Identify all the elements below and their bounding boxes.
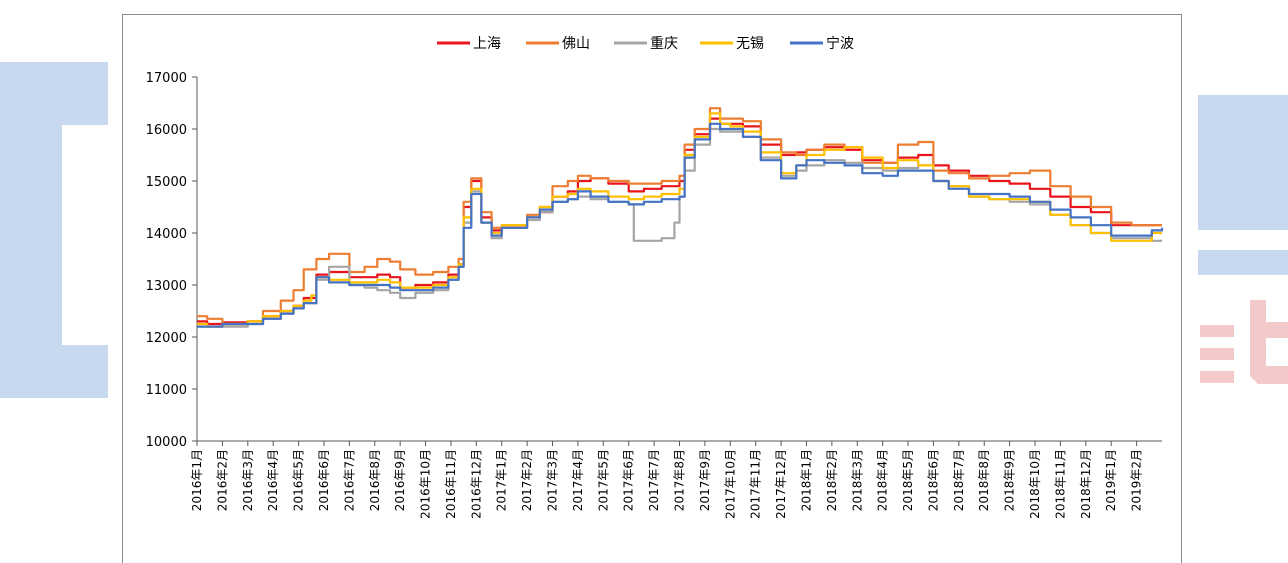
watermark-right-b — [1198, 95, 1288, 275]
x-tick-label: 2017年4月 — [571, 449, 585, 511]
x-tick-label: 2019年2月 — [1130, 449, 1144, 511]
plot-lines — [197, 107, 1164, 328]
x-tick-label: 2016年5月 — [292, 449, 306, 511]
x-tick-label: 2017年12月 — [774, 449, 788, 519]
series-line-4 — [197, 122, 1164, 328]
legend-label-0: 上海 — [473, 36, 501, 52]
x-tick-label: 2018年10月 — [1028, 449, 1042, 519]
x-tick-label: 2017年5月 — [596, 449, 610, 511]
x-tick-label: 2016年8月 — [368, 449, 382, 511]
x-tick-label: 2018年5月 — [901, 449, 915, 511]
legend-label-2: 重庆 — [650, 36, 678, 52]
y-tick-label: 13000 — [146, 279, 187, 294]
watermark-right-et — [1200, 300, 1288, 384]
series-line-1 — [197, 107, 1162, 326]
x-tick-label: 2018年11月 — [1053, 449, 1067, 519]
x-tick-label: 2017年1月 — [495, 449, 509, 511]
y-tick-label: 15000 — [146, 175, 187, 190]
x-tick-label: 2016年11月 — [444, 449, 458, 519]
x-tick-label: 2018年8月 — [977, 449, 991, 511]
x-tick-label: 2018年7月 — [952, 449, 966, 511]
legend-label-1: 佛山 — [562, 36, 590, 52]
y-axis: 10000 11000 12000 13000 14000 15000 16000 17000 — [146, 71, 198, 450]
x-tick-label: 2018年2月 — [825, 449, 839, 511]
x-tick-label: 2017年7月 — [647, 449, 661, 511]
chart-frame — [122, 14, 1182, 563]
x-tick-label: 2016年4月 — [266, 449, 280, 511]
y-tick-label: 10000 — [146, 435, 187, 450]
y-tick-label: 12000 — [146, 331, 187, 346]
x-axis: 2016年1月 2016年2月 2016年3月 2016年4月 2016年5月 2016年… — [190, 440, 1162, 519]
x-tick-label: 2018年3月 — [850, 449, 864, 511]
x-tick-label: 2017年6月 — [622, 449, 636, 511]
series-line-2 — [197, 127, 1162, 328]
x-tick-label: 2017年10月 — [723, 449, 737, 519]
watermark-left-block — [0, 62, 108, 398]
legend-label-3: 无锡 — [736, 36, 764, 52]
x-tick-label: 2016年9月 — [393, 449, 407, 511]
x-tick-label: 2017年2月 — [520, 449, 534, 511]
x-tick-label: 2016年1月 — [190, 449, 204, 511]
legend: 上海 佛山 重庆 无锡 宁波 — [437, 35, 854, 52]
x-tick-label: 2018年6月 — [926, 449, 940, 511]
y-tick-label: 17000 — [146, 71, 187, 86]
y-tick-label: 11000 — [146, 383, 187, 398]
x-tick-label: 2016年3月 — [241, 449, 255, 511]
x-tick-label: 2016年12月 — [469, 449, 483, 519]
y-tick-label: 14000 — [146, 227, 187, 242]
x-tick-label: 2016年6月 — [317, 449, 331, 511]
x-tick-label: 2016年2月 — [215, 449, 229, 511]
x-tick-label: 2016年7月 — [342, 449, 356, 511]
x-tick-label: 2017年8月 — [673, 449, 687, 511]
legend-label-4: 宁波 — [826, 35, 854, 52]
x-tick-label: 2017年9月 — [698, 449, 712, 511]
x-tick-label: 2018年4月 — [876, 449, 890, 511]
x-tick-label: 2018年1月 — [799, 449, 813, 511]
series-line-0 — [197, 117, 1162, 326]
x-tick-label: 2018年12月 — [1079, 449, 1093, 519]
x-tick-label: 2016年10月 — [419, 449, 433, 519]
x-tick-label: 2017年11月 — [749, 449, 763, 519]
y-tick-label: 16000 — [146, 123, 187, 138]
x-tick-label: 2017年3月 — [546, 449, 560, 511]
x-tick-label: 2018年9月 — [1003, 449, 1017, 511]
x-tick-label: 2019年1月 — [1104, 449, 1118, 511]
